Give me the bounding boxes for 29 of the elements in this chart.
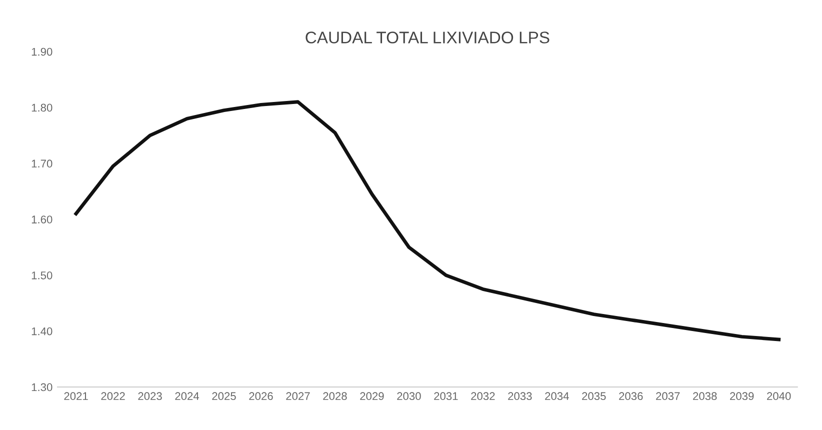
y-tick-label: 1.90 (32, 48, 52, 56)
x-tick-label: 2030 (397, 392, 421, 400)
x-tick-label: 2037 (656, 392, 680, 400)
y-tick-label: 1.50 (32, 271, 52, 280)
y-tick-label: 1.40 (32, 327, 52, 336)
x-tick-label: 2040 (767, 392, 791, 400)
x-tick-label: 2029 (360, 392, 384, 400)
x-tick-label: 2031 (434, 392, 458, 400)
x-tick-label: 2034 (545, 392, 569, 400)
x-tick-label: 2035 (582, 392, 606, 400)
y-tick-label: 1.70 (32, 160, 52, 168)
x-tick-label: 2036 (619, 392, 643, 400)
x-tick-label: 2039 (730, 392, 754, 400)
chart-title: CAUDAL TOTAL LIXIVIADO LPS (306, 32, 550, 44)
x-tick-label: 2026 (249, 392, 273, 400)
x-tick-label: 2022 (101, 392, 125, 400)
y-tick-label: 1.80 (32, 104, 52, 112)
x-tick-label: 2021 (64, 392, 88, 400)
x-tick-label: 2025 (212, 392, 236, 400)
x-tick-label: 2033 (508, 392, 532, 400)
x-tick-label: 2028 (323, 392, 347, 400)
x-tick-label: 2027 (286, 392, 310, 400)
x-tick-label: 2038 (693, 392, 717, 400)
x-tick-label: 2024 (175, 392, 200, 400)
y-tick-label: 1.30 (32, 383, 52, 392)
line-series (74, 100, 781, 342)
y-tick-label: 1.60 (32, 216, 52, 224)
x-tick-label: 2032 (471, 392, 495, 400)
x-tick-label: 2023 (138, 392, 162, 400)
